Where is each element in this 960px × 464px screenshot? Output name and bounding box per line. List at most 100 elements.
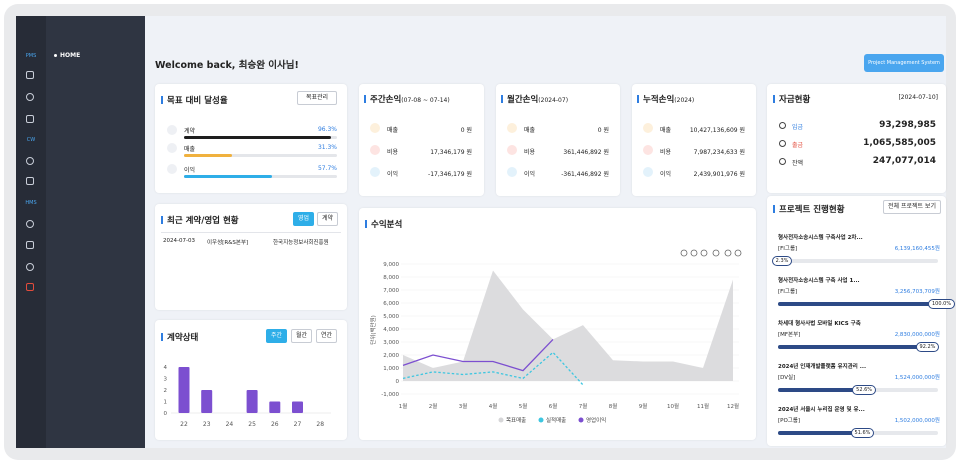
projects-button[interactable]: 전체 프로젝트 보기 — [883, 200, 941, 214]
row-label: 비용 — [524, 149, 536, 156]
toolbar-icon — [734, 249, 742, 257]
x-tick-label: 24 — [226, 421, 234, 428]
x-tick-label: 5월 — [519, 402, 528, 410]
progress-bar — [778, 431, 861, 435]
project-name: 형사전자소송시스템 구축사업 2차... — [778, 235, 863, 241]
project-amount: 2,830,000,000원 — [894, 332, 940, 338]
bar — [178, 367, 190, 413]
y-axis-label: 단위(백만원) — [369, 315, 377, 345]
progress-bar — [184, 154, 232, 157]
project-name: 차세대 형사사법 모바일 KICS 구축 — [778, 321, 861, 327]
x-tick-label: 4월 — [489, 402, 498, 410]
nav-icon[interactable] — [26, 283, 34, 291]
row-amount: -361,446,892 원 — [561, 171, 609, 178]
x-tick-label: 1월 — [399, 402, 408, 410]
table-cell: 2024-07-03 — [163, 238, 195, 244]
tab-button[interactable]: 월간 — [291, 329, 312, 343]
y-tick-label: 4,000 — [383, 327, 399, 333]
bar — [292, 401, 303, 413]
row-icon — [643, 167, 653, 177]
row-label: 이익 — [184, 167, 196, 174]
legend-label: 영업이익 — [586, 416, 606, 424]
card-title: 누적손익(2024) — [637, 93, 694, 105]
row-label: 매출 — [660, 127, 672, 134]
row-label: 계약 — [184, 128, 196, 135]
row-icon — [370, 167, 380, 177]
project-amount: 6,139,160,455원 — [894, 246, 940, 252]
nav-icon[interactable] — [26, 157, 34, 165]
x-tick-label: 10월 — [667, 402, 679, 410]
nav-icon[interactable] — [26, 115, 34, 123]
x-tick-label: 23 — [203, 421, 211, 428]
icon-rail — [16, 16, 46, 448]
y-tick-label: 7,000 — [383, 288, 399, 294]
toolbar-icon — [680, 249, 688, 257]
period: (2024-07) — [538, 97, 569, 104]
row-icon — [167, 125, 177, 135]
welcome: Welcome back, 최승완 이사님! — [155, 60, 299, 71]
section-label: CW — [26, 137, 36, 143]
bar — [246, 390, 258, 413]
row-amount: 247,077,014 — [872, 156, 936, 166]
table-cell: 이우성[R&S본부] — [207, 240, 249, 246]
row-label: 이익 — [387, 171, 399, 178]
profit-card — [359, 208, 756, 440]
project-group: [FI그룹] — [778, 246, 798, 252]
row-label: 이익 — [660, 171, 672, 178]
system-button[interactable]: Project Management System — [864, 54, 944, 72]
legend-marker — [498, 417, 504, 423]
home-label: HOME — [60, 52, 81, 59]
nav-icon[interactable] — [26, 71, 34, 79]
tab-button[interactable]: 영업 — [293, 212, 314, 226]
nav-icon[interactable] — [26, 220, 34, 228]
goal-button[interactable]: 목표관리 — [297, 91, 337, 105]
nav-icon[interactable] — [26, 263, 34, 271]
toolbar-icon — [724, 249, 732, 257]
row-value: 96.3% — [317, 126, 337, 133]
legend-label: 목표매출 — [506, 416, 526, 424]
x-tick-label: 22 — [180, 421, 188, 428]
period: (07-08 ~ 07-14) — [401, 97, 450, 104]
card-title: 계약상태 — [161, 331, 198, 343]
x-tick-label: 11월 — [697, 402, 709, 410]
y-tick-label: 3 — [164, 377, 168, 383]
nav-icon[interactable] — [26, 93, 34, 101]
x-tick-label: 26 — [271, 421, 279, 428]
card-title: 프로젝트 진행현황 — [773, 203, 845, 215]
tab-button[interactable]: 주간 — [266, 329, 287, 343]
row-amount: 0 원 — [460, 127, 472, 134]
nav-icon[interactable] — [26, 177, 34, 185]
project-amount: 1,524,000,000원 — [894, 375, 940, 381]
tab-button[interactable]: 계약 — [317, 212, 338, 226]
progress-bar — [778, 388, 863, 392]
row-amount: 17,346,179 원 — [430, 149, 472, 156]
card-title: 월간손익(2024-07) — [501, 93, 568, 105]
nav-icon[interactable] — [26, 241, 34, 249]
project-group: [DV실] — [778, 375, 796, 381]
y-tick-label: 3,000 — [383, 340, 399, 346]
progress-bar — [184, 136, 332, 139]
row-icon — [370, 123, 380, 133]
line — [402, 338, 554, 372]
bar — [269, 401, 281, 413]
project-name: 2024년 인재개발플랫폼 유지관리 ... — [778, 364, 867, 370]
project-group: [FI그룹] — [778, 289, 798, 295]
x-tick-label: 27 — [294, 421, 302, 428]
row-amount: 0 원 — [597, 127, 609, 134]
row-amount: 93,298,985 — [879, 120, 936, 130]
progress-label: 92.2% — [915, 342, 940, 352]
x-tick-label: 8월 — [609, 402, 618, 410]
x-tick-label: 3월 — [459, 402, 468, 410]
line — [402, 351, 584, 386]
row-label: 매출 — [387, 127, 399, 134]
project-name: 2024년 서울시 누리집 운영 및 유... — [778, 407, 865, 413]
y-tick-label: 1 — [164, 400, 168, 406]
funds-date: [2024-07-10] — [898, 94, 938, 101]
row-icon — [167, 164, 177, 174]
row-amount: 2,439,901,976 원 — [693, 171, 745, 178]
project-group: [PO그룹] — [778, 418, 801, 424]
tab-button[interactable]: 연간 — [316, 329, 337, 343]
project-amount: 3,256,703,709원 — [894, 289, 940, 295]
